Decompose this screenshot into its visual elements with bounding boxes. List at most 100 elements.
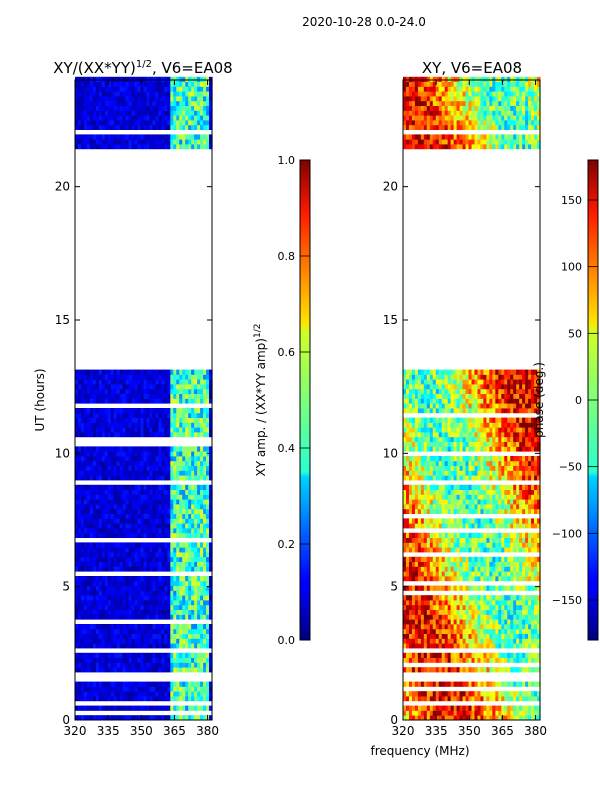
heatmap-cell xyxy=(158,422,162,428)
heatmap-cell xyxy=(456,619,461,625)
heatmap-cell xyxy=(107,691,112,697)
heatmap-cell xyxy=(161,110,165,116)
heatmap-cell xyxy=(86,590,91,596)
heatmap-cell xyxy=(155,384,159,390)
heatmap-cell xyxy=(173,86,177,92)
heatmap-cell xyxy=(107,566,112,572)
heatmap-cell xyxy=(107,604,112,610)
heatmap-cell xyxy=(119,552,124,558)
heatmap-cell xyxy=(122,513,127,519)
heatmap-cell xyxy=(167,614,171,620)
heatmap-cell xyxy=(119,412,124,418)
heatmap-cell xyxy=(477,681,482,687)
heatmap-cell xyxy=(137,638,142,644)
heatmap-cell xyxy=(504,604,508,610)
heatmap-cell xyxy=(101,585,106,591)
heatmap-cell xyxy=(185,91,189,97)
heatmap-cell xyxy=(116,456,121,462)
heatmap-cell xyxy=(164,614,168,620)
heatmap-cell xyxy=(128,408,133,414)
heatmap-cell xyxy=(75,590,79,596)
heatmap-cell xyxy=(188,628,192,634)
heatmap-cell xyxy=(101,489,106,495)
heatmap-cell xyxy=(191,408,195,414)
heatmap-cell xyxy=(158,408,162,414)
heatmap-cell xyxy=(173,513,177,519)
heatmap-cell xyxy=(176,595,180,601)
heatmap-cell xyxy=(206,115,210,121)
heatmap-cell xyxy=(104,508,109,514)
heatmap-cell xyxy=(206,393,210,399)
heatmap-cell xyxy=(403,657,407,663)
heatmap-cell xyxy=(474,604,479,610)
heatmap-cell xyxy=(489,542,493,548)
heatmap-cell xyxy=(137,412,142,418)
heatmap-cell xyxy=(468,532,473,538)
heatmap-cell xyxy=(98,600,103,606)
heatmap-cell xyxy=(435,571,440,577)
heatmap-cell xyxy=(191,81,195,87)
x-tick-label: 320 xyxy=(64,724,87,738)
heatmap-cell xyxy=(495,600,499,606)
heatmap-cell xyxy=(92,408,97,414)
heatmap-cell xyxy=(92,134,97,140)
heatmap-cell xyxy=(110,456,115,462)
heatmap-cell xyxy=(191,465,195,471)
heatmap-cell xyxy=(158,600,162,606)
heatmap-cell xyxy=(209,139,213,145)
heatmap-cell xyxy=(170,494,174,500)
heatmap-cell xyxy=(170,374,174,380)
heatmap-cell xyxy=(80,412,85,418)
heatmap-cell xyxy=(438,638,443,644)
heatmap-cell xyxy=(143,100,148,106)
heatmap-cell xyxy=(519,585,523,591)
heatmap-cell xyxy=(179,470,183,476)
heatmap-cell xyxy=(75,446,79,452)
heatmap-cell xyxy=(528,624,532,630)
heatmap-cell xyxy=(185,369,189,375)
heatmap-cell xyxy=(119,518,124,524)
heatmap-cell xyxy=(86,576,91,582)
heatmap-cell xyxy=(125,566,130,572)
heatmap-cell xyxy=(89,432,94,438)
heatmap-cell xyxy=(522,576,526,582)
heatmap-cell xyxy=(510,657,514,663)
heatmap-cell xyxy=(116,638,121,644)
heatmap-cell xyxy=(522,710,526,716)
heatmap-cell xyxy=(149,100,154,106)
heatmap-cell xyxy=(403,710,407,716)
heatmap-cell xyxy=(525,657,529,663)
heatmap-cell xyxy=(125,643,130,649)
heatmap-cell xyxy=(495,619,499,625)
heatmap-cell xyxy=(522,633,526,639)
heatmap-cell xyxy=(75,427,79,433)
heatmap-cell xyxy=(486,566,490,572)
heatmap-cell xyxy=(83,705,88,711)
heatmap-cell xyxy=(516,532,520,538)
heatmap-cell xyxy=(119,470,124,476)
heatmap-cell xyxy=(143,643,148,649)
heatmap-cell xyxy=(164,460,168,466)
heatmap-cell xyxy=(492,595,496,601)
heatmap-cell xyxy=(104,134,109,140)
heatmap-cell xyxy=(167,475,171,481)
heatmap-cell xyxy=(86,499,91,505)
heatmap-cell xyxy=(80,484,85,490)
heatmap-cell xyxy=(137,590,142,596)
heatmap-cell xyxy=(77,696,82,702)
heatmap-cell xyxy=(140,451,145,457)
heatmap-cell xyxy=(92,384,97,390)
heatmap-cell xyxy=(143,86,148,92)
heatmap-cell xyxy=(194,105,198,111)
heatmap-cell xyxy=(471,561,476,567)
heatmap-cell xyxy=(197,552,201,558)
heatmap-cell xyxy=(131,499,136,505)
heatmap-cell xyxy=(164,105,168,111)
heatmap-cell xyxy=(468,710,473,716)
heatmap-cell xyxy=(483,576,487,582)
heatmap-cell xyxy=(435,710,440,716)
heatmap-cell xyxy=(197,681,201,687)
heatmap-cell xyxy=(414,614,419,620)
heatmap-cell xyxy=(435,600,440,606)
heatmap-cell xyxy=(164,120,168,126)
